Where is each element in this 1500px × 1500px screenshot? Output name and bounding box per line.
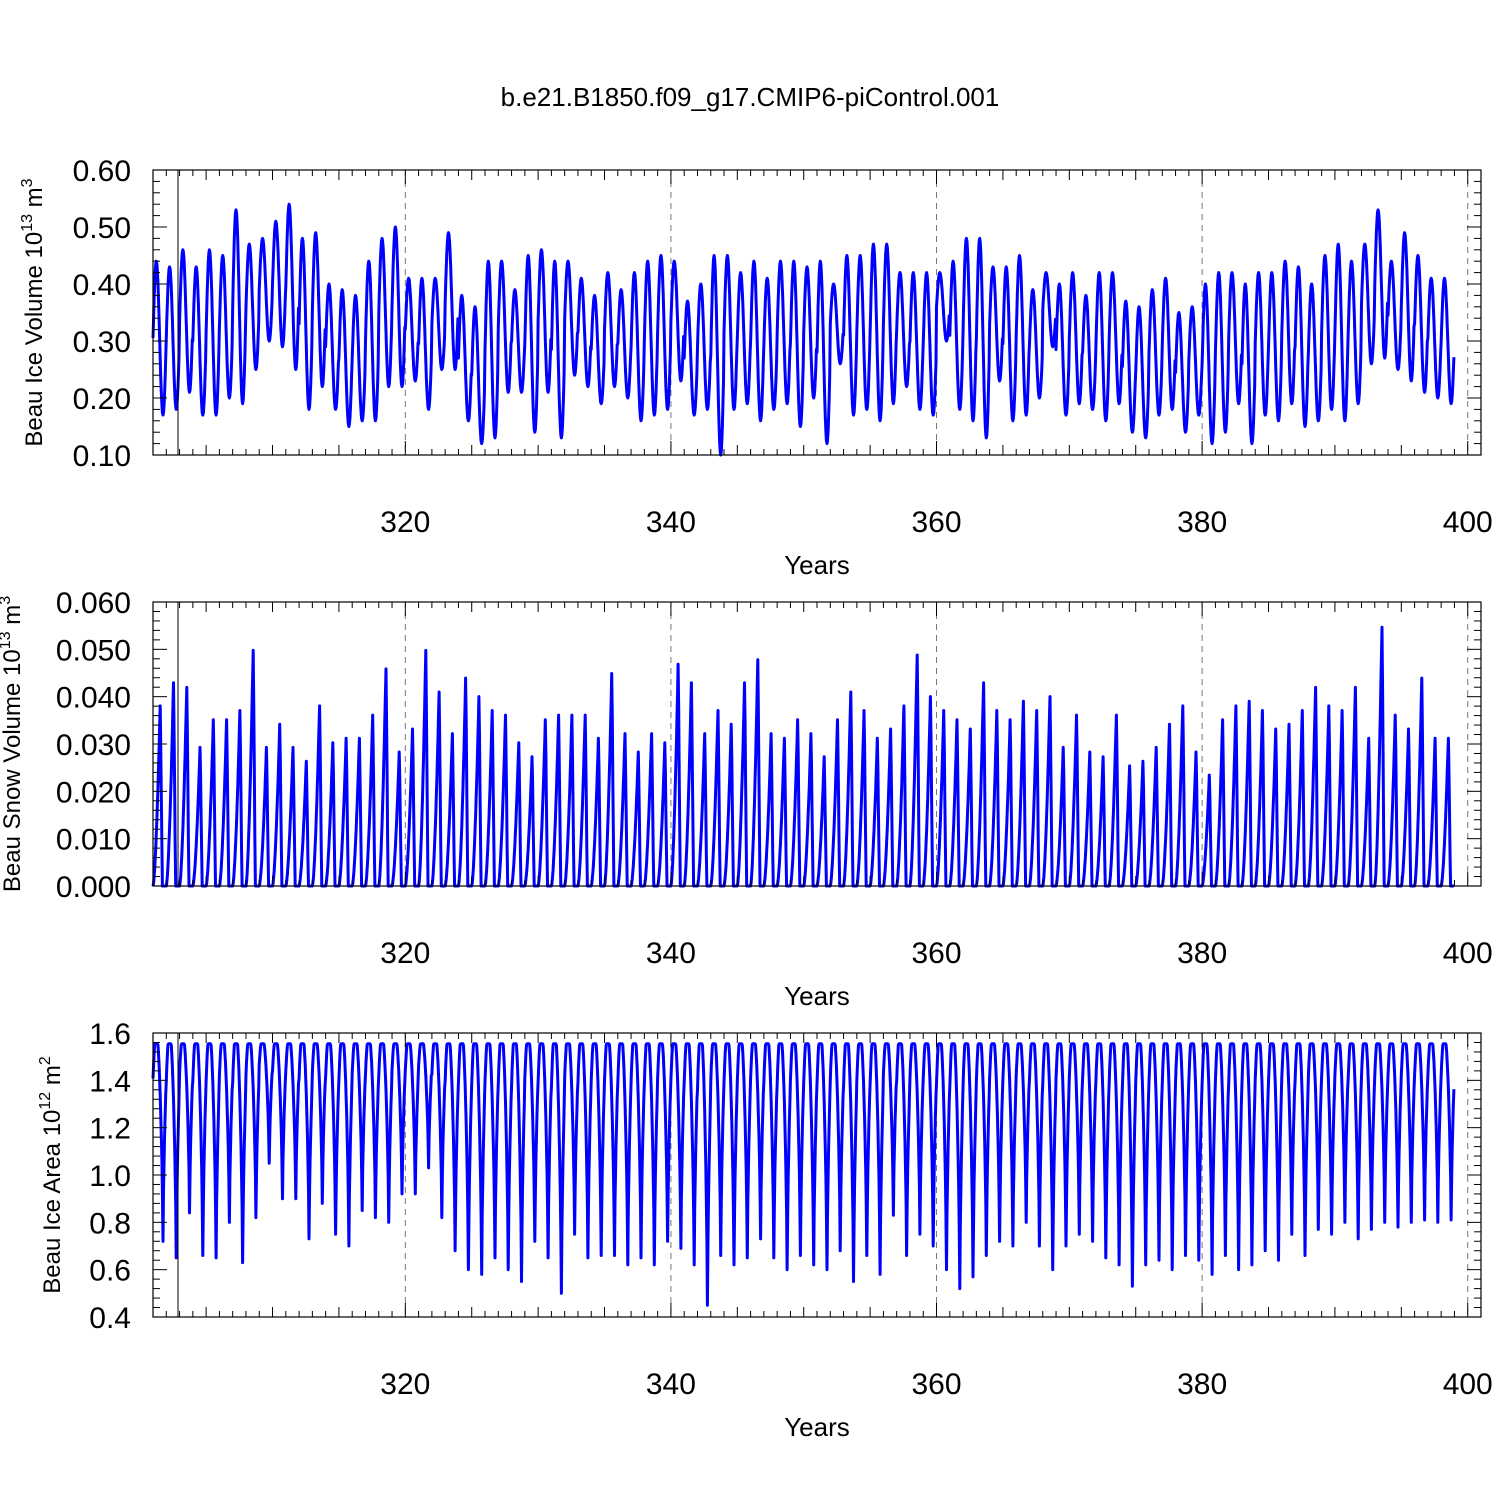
snow-volume-panel: 0.000 0.010 0.020 0.030 0.040 0.050 0.060 320 34… bbox=[0, 587, 1493, 1011]
y-tick-label: 1.2 bbox=[89, 1113, 131, 1146]
ice-volume-panel: 0.10 0.20 0.30 0.40 0.50 0.60 320 340 360 380 400 Y… bbox=[19, 155, 1493, 580]
y-axis-label: Beau Snow Volume 1013 m3 bbox=[0, 596, 26, 892]
x-tick-label: 340 bbox=[646, 1368, 696, 1401]
x-tick-label: 340 bbox=[646, 937, 696, 970]
series-line bbox=[151, 202, 1456, 457]
x-tick-label: 400 bbox=[1443, 937, 1493, 970]
y-tick-label: 1.0 bbox=[89, 1160, 131, 1193]
x-axis-label: Years bbox=[784, 981, 850, 1011]
x-axis-label: Years bbox=[784, 1412, 850, 1442]
y-tick-label: 1.6 bbox=[89, 1018, 131, 1051]
y-tick-label: 0.60 bbox=[73, 155, 131, 188]
y-axis-label: Beau Ice Volume 1013 m3 bbox=[19, 178, 48, 446]
x-tick-label: 360 bbox=[911, 937, 961, 970]
x-axis-label: Years bbox=[784, 550, 850, 580]
x-tick-label: 360 bbox=[911, 1368, 961, 1401]
x-tick-label: 360 bbox=[911, 506, 961, 539]
y-tick-label: 0.010 bbox=[56, 824, 131, 857]
x-tick-label: 380 bbox=[1177, 1368, 1227, 1401]
y-tick-label: 1.4 bbox=[89, 1065, 131, 1098]
ice-area-panel: 0.4 0.6 0.8 1.0 1.2 1.4 1.6 320 340 360 380 400 Year… bbox=[37, 1018, 1493, 1442]
x-tick-label: 320 bbox=[380, 937, 430, 970]
series-line bbox=[151, 1042, 1456, 1307]
y-tick-label: 0.030 bbox=[56, 729, 131, 762]
y-tick-label: 0.4 bbox=[89, 1302, 131, 1335]
y-tick-label: 0.10 bbox=[73, 440, 131, 473]
x-tick-label: 380 bbox=[1177, 506, 1227, 539]
y-tick-label: 0.50 bbox=[73, 212, 131, 245]
y-tick-label: 0.6 bbox=[89, 1255, 131, 1288]
x-tick-label: 400 bbox=[1443, 1368, 1493, 1401]
series-line bbox=[151, 625, 1455, 888]
x-tick-label: 320 bbox=[380, 1368, 430, 1401]
y-tick-label: 0.050 bbox=[56, 634, 131, 667]
x-tick-label: 340 bbox=[646, 506, 696, 539]
y-tick-label: 0.020 bbox=[56, 776, 131, 809]
y-tick-label: 0.060 bbox=[56, 587, 131, 620]
y-tick-label: 0.40 bbox=[73, 269, 131, 302]
x-tick-label: 320 bbox=[380, 506, 430, 539]
y-axis-label: Beau Ice Area 1012 m2 bbox=[37, 1056, 66, 1294]
y-tick-label: 0.8 bbox=[89, 1207, 131, 1240]
y-tick-label: 0.000 bbox=[56, 871, 131, 904]
y-tick-label: 0.040 bbox=[56, 682, 131, 715]
x-tick-label: 400 bbox=[1443, 506, 1493, 539]
y-tick-label: 0.30 bbox=[73, 326, 131, 359]
y-tick-label: 0.20 bbox=[73, 383, 131, 416]
chart-title: b.e21.B1850.f09_g17.CMIP6-piControl.001 bbox=[501, 82, 1000, 112]
plot-frame bbox=[152, 601, 1482, 887]
x-tick-label: 380 bbox=[1177, 937, 1227, 970]
